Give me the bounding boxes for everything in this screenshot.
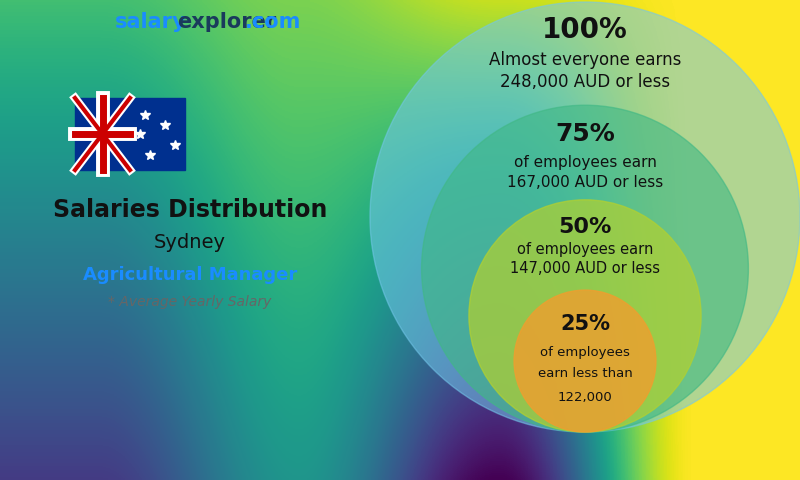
Text: Salaries Distribution: Salaries Distribution <box>53 198 327 222</box>
Text: 167,000 AUD or less: 167,000 AUD or less <box>507 175 663 190</box>
Text: explorer: explorer <box>177 12 276 32</box>
Text: 50%: 50% <box>558 217 612 237</box>
Text: of employees earn: of employees earn <box>517 242 653 257</box>
Text: 25%: 25% <box>560 314 610 334</box>
Bar <box>75 98 185 170</box>
Text: 100%: 100% <box>542 16 628 44</box>
Text: earn less than: earn less than <box>538 367 632 380</box>
Text: salary: salary <box>115 12 186 32</box>
Text: Agricultural Manager: Agricultural Manager <box>83 266 297 284</box>
Text: .com: .com <box>245 12 302 32</box>
Circle shape <box>370 2 800 432</box>
Text: 248,000 AUD or less: 248,000 AUD or less <box>500 73 670 91</box>
Circle shape <box>514 290 656 432</box>
Text: 75%: 75% <box>555 122 615 146</box>
Text: of employees: of employees <box>540 346 630 359</box>
Text: Sydney: Sydney <box>154 232 226 252</box>
Text: Almost everyone earns: Almost everyone earns <box>489 51 681 69</box>
Text: of employees earn: of employees earn <box>514 155 657 170</box>
Text: 147,000 AUD or less: 147,000 AUD or less <box>510 262 660 276</box>
Text: * Average Yearly Salary: * Average Yearly Salary <box>108 295 272 309</box>
Circle shape <box>422 105 749 432</box>
Text: 122,000: 122,000 <box>558 392 612 405</box>
Circle shape <box>469 200 701 432</box>
